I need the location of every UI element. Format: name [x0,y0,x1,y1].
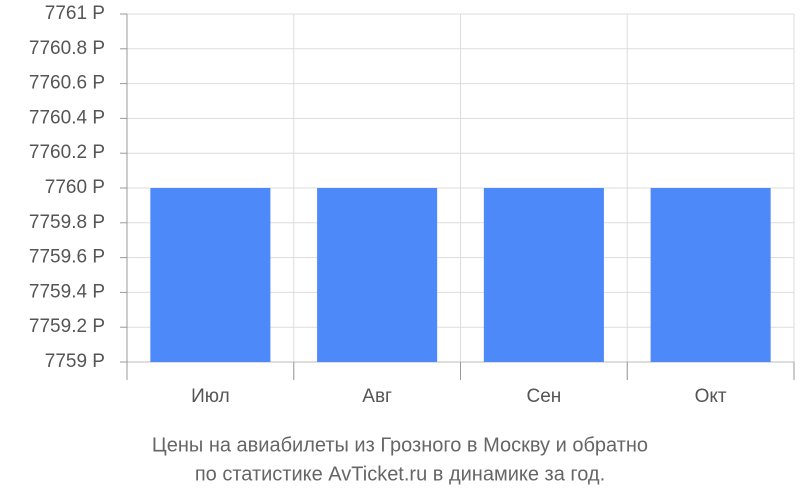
y-tick-label: 7759.4 Р [29,281,105,302]
x-tick-label: Авг [362,386,392,407]
y-tick-label: 7761 Р [45,3,105,24]
bar [317,188,438,362]
y-tick-label: 7760 Р [45,177,105,198]
y-tick-label: 7760.4 Р [29,107,105,128]
y-tick-label: 7759.8 Р [29,212,105,233]
bar [150,188,271,362]
y-tick-label: 7759.2 Р [29,316,105,337]
y-tick-label: 7760.2 Р [29,142,105,163]
y-tick-label: 7760.6 Р [29,73,105,94]
y-tick-label: 7759.6 Р [29,247,105,268]
y-tick-label: 7759 Р [45,351,105,372]
x-tick-label: Окт [695,386,727,407]
bar [650,188,771,362]
bar [483,188,604,362]
x-tick-label: Сен [526,386,561,407]
y-tick-label: 7760.8 Р [29,38,105,59]
x-tick-label: Июл [191,386,230,407]
chart-title: Цены на авиабилеты из Грозного в Москву … [152,434,648,456]
chart-subtitle: по статистике AvTicket.ru в динамике за … [195,463,605,485]
